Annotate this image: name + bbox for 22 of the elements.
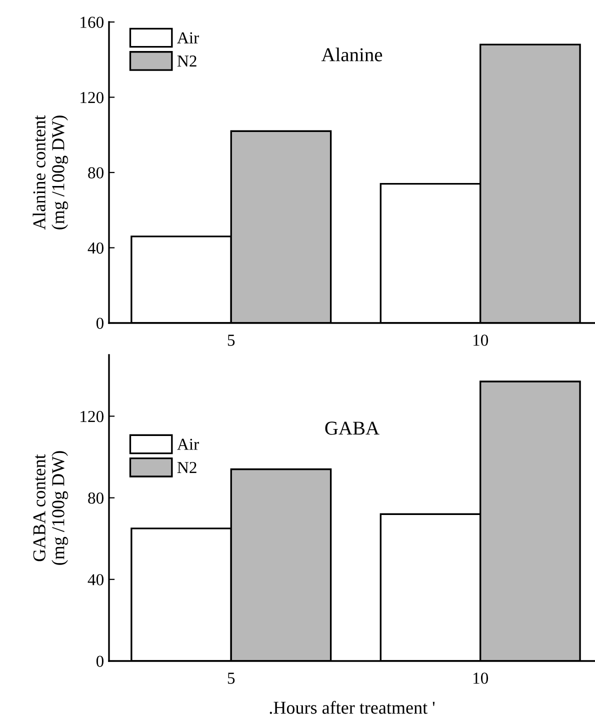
x-axis-title: .Hours after treatment ' (270, 700, 435, 714)
x-tick-label: 5 (228, 334, 235, 346)
y-tick-label: 40 (88, 574, 104, 586)
text: Alanine (321, 48, 382, 62)
x-tick-label: 10 (473, 334, 488, 346)
y-tick-label: 160 (80, 16, 104, 28)
y-tick-label: 120 (80, 92, 104, 104)
text: GABA (325, 422, 380, 435)
legend-label: Air (177, 438, 199, 450)
legend-label: N2 (177, 56, 196, 67)
y-tick-label: 80 (88, 492, 104, 504)
y-tick-label: 80 (88, 167, 104, 178)
y-tick-label: 120 (80, 410, 104, 422)
y-axis-title: Alanine content (mg /100g DW) (32, 115, 68, 230)
x-tick-label: 5 (228, 672, 235, 684)
legend-label: N2 (177, 462, 196, 473)
y-axis-title: GABA content (mg /100g DW) (33, 451, 68, 565)
y-tick-label: 40 (88, 242, 104, 254)
x-tick-label: 10 (473, 672, 488, 684)
legend-label: Air (177, 32, 199, 44)
y-tick-label: 0 (96, 318, 104, 329)
y-tick-label: 0 (96, 656, 104, 667)
